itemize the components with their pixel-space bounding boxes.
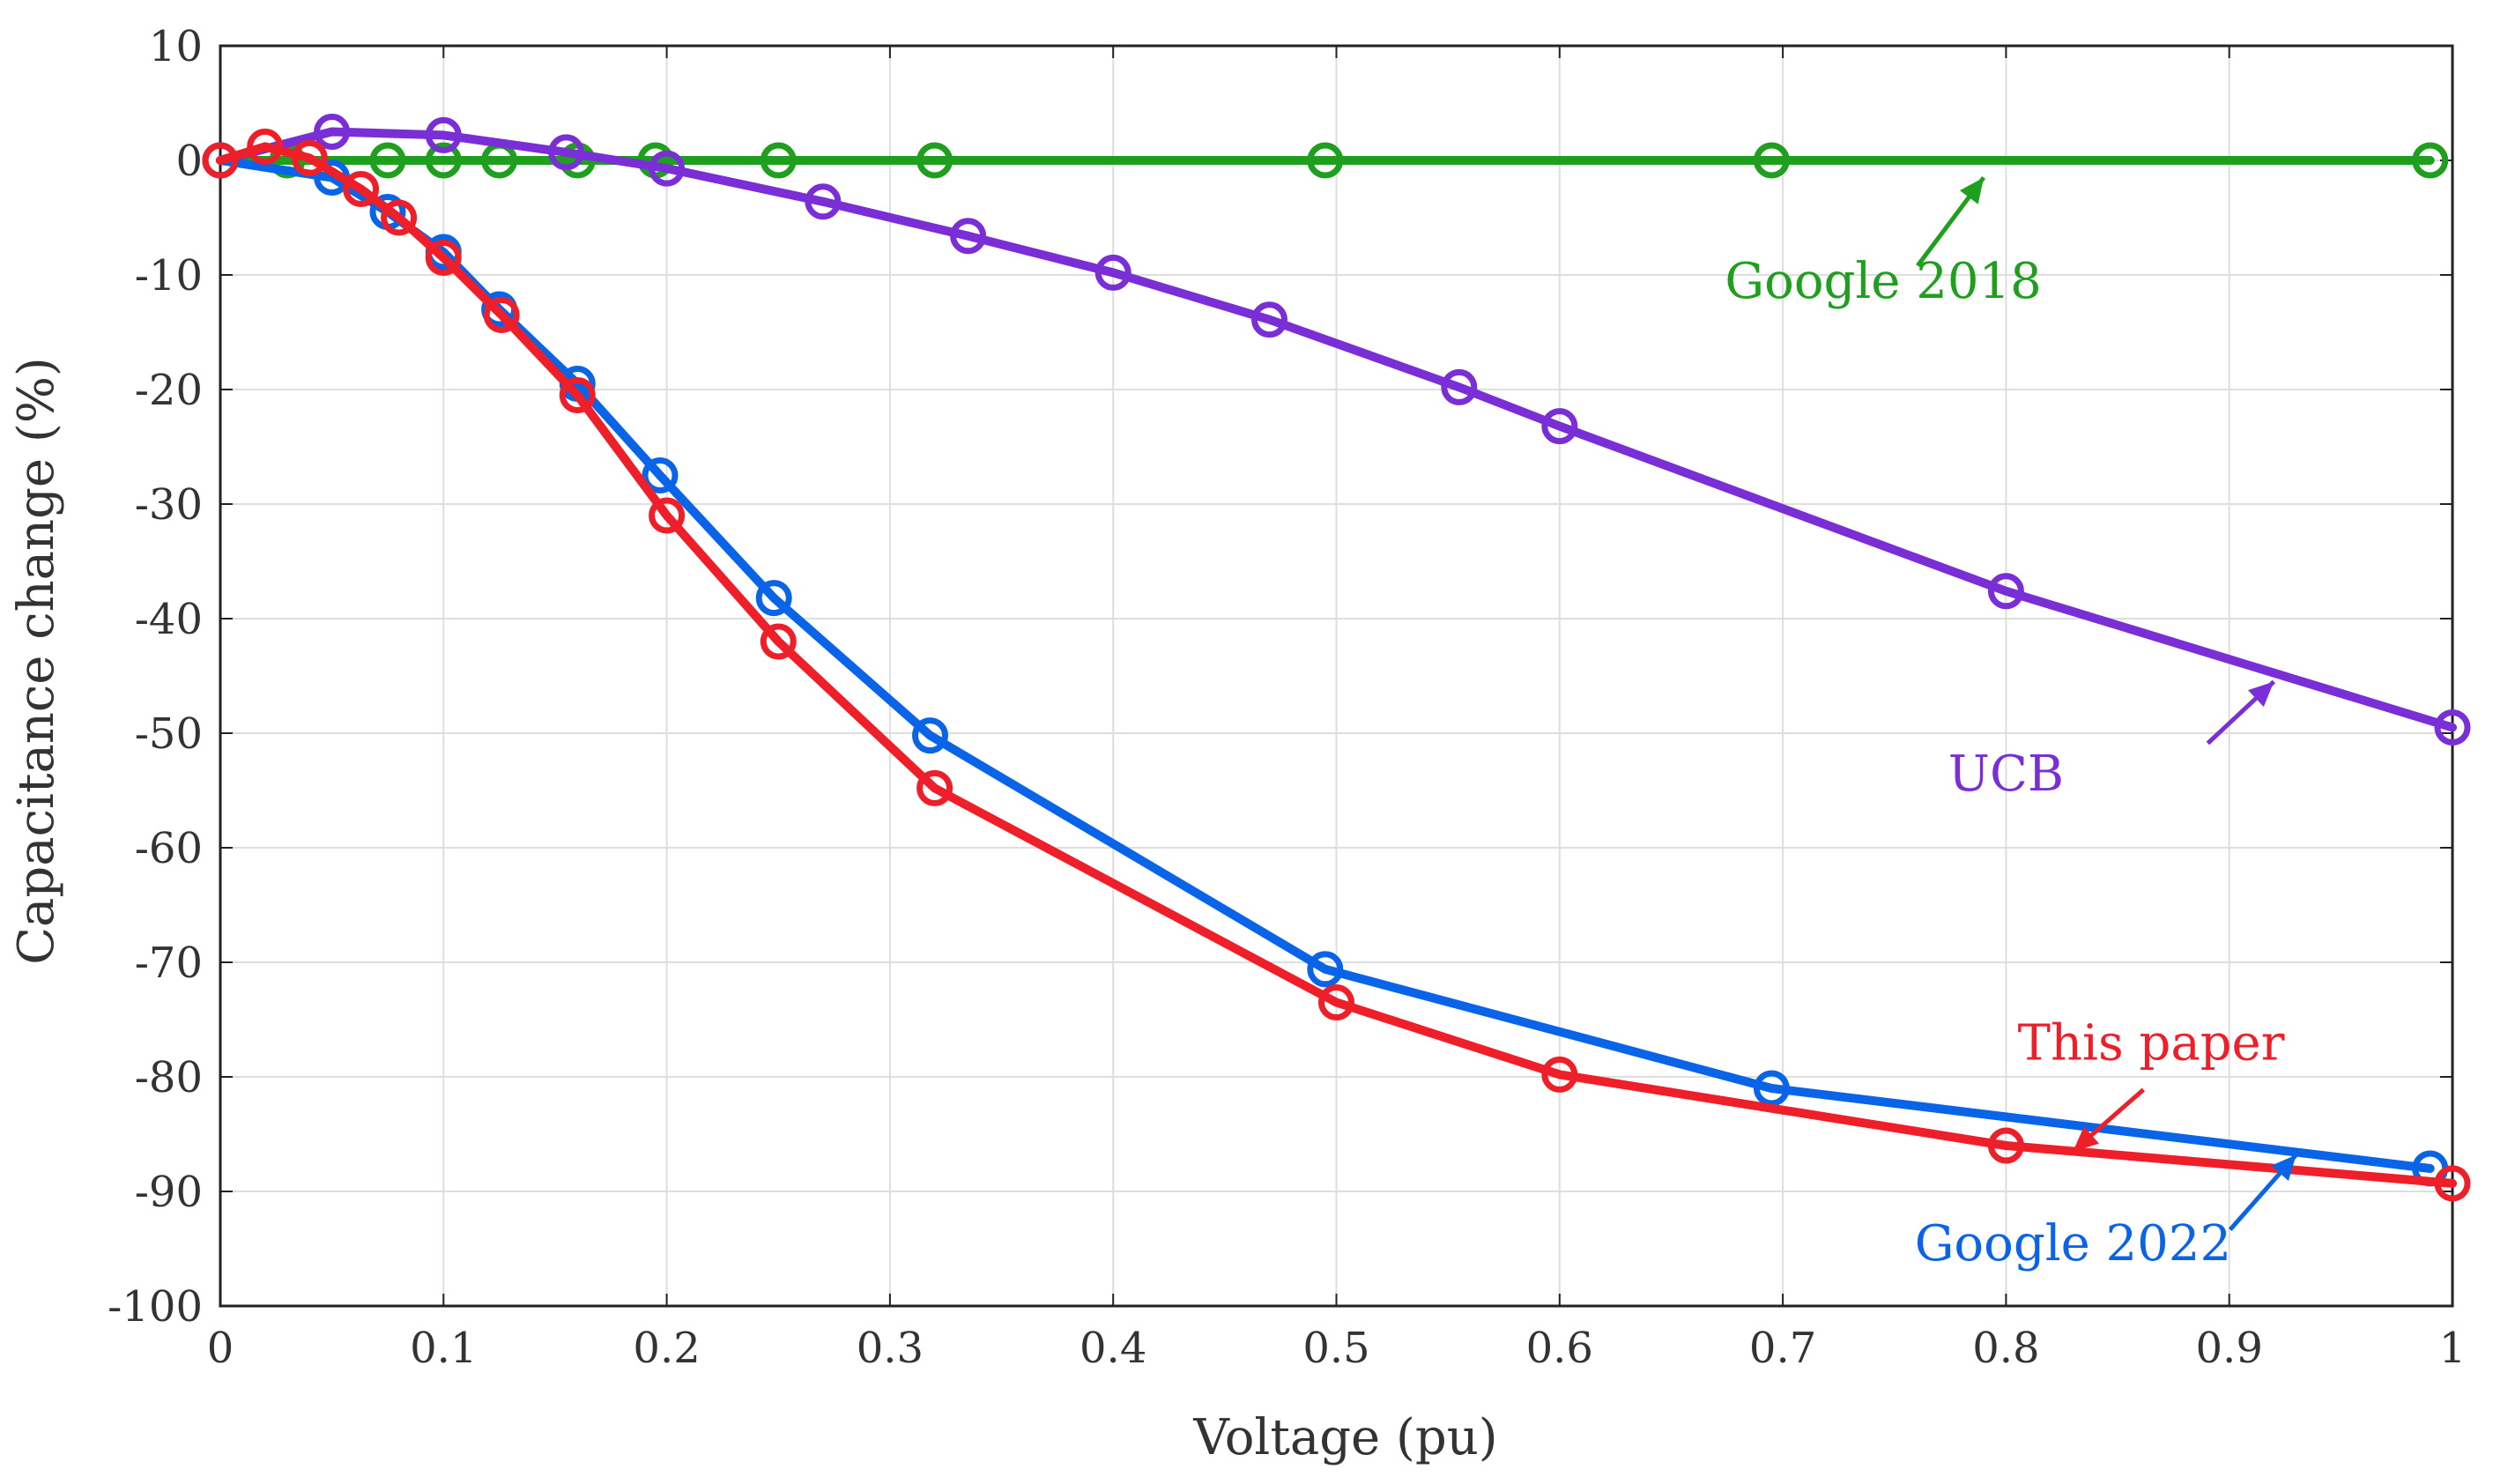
series-layer bbox=[202, 114, 2471, 1202]
y-tick-label: -80 bbox=[135, 1053, 203, 1102]
series-line-this-paper bbox=[216, 142, 2457, 1188]
x-tick-label: 0.7 bbox=[1749, 1324, 1816, 1373]
data-point-google-2018 bbox=[1753, 142, 1790, 179]
data-point-google-2018 bbox=[425, 142, 462, 179]
data-point-ucb bbox=[1541, 408, 1578, 445]
data-point-ucb bbox=[950, 218, 987, 255]
data-point-ucb bbox=[649, 150, 686, 187]
data-point-ucb bbox=[548, 134, 585, 171]
annotation-ucb: UCB bbox=[1948, 679, 2276, 803]
data-point-this-paper bbox=[381, 199, 418, 236]
data-point-this-paper bbox=[483, 297, 520, 333]
annotation-label-ucb: UCB bbox=[1948, 746, 2064, 803]
data-point-ucb bbox=[425, 116, 462, 153]
data-point-this-paper bbox=[649, 497, 686, 534]
data-point-google-2022 bbox=[1753, 1070, 1790, 1107]
data-point-ucb bbox=[1987, 573, 2024, 610]
data-point-google-2022 bbox=[755, 580, 792, 617]
data-point-google-2022 bbox=[1307, 951, 1344, 988]
x-tick-label: 0.1 bbox=[410, 1324, 477, 1373]
x-tick-label: 0.4 bbox=[1080, 1324, 1146, 1373]
annotation-label-google-2022: Google 2022 bbox=[1915, 1215, 2231, 1273]
data-point-google-2018 bbox=[369, 142, 406, 179]
data-point-this-paper bbox=[559, 377, 596, 413]
data-point-this-paper bbox=[1318, 984, 1354, 1020]
data-point-ucb bbox=[2434, 709, 2471, 746]
data-point-this-paper bbox=[2434, 1165, 2471, 1202]
series-this-paper bbox=[202, 128, 2471, 1202]
data-point-google-2018 bbox=[916, 142, 953, 179]
data-point-ucb bbox=[805, 183, 842, 220]
data-point-ucb bbox=[1251, 301, 1287, 338]
y-tick-label: -10 bbox=[135, 251, 203, 301]
data-point-google-2022 bbox=[642, 457, 679, 493]
data-point-ucb bbox=[1441, 368, 1478, 405]
data-point-this-paper bbox=[343, 171, 380, 207]
axis-ticks: 0 0.1 0.2 0.3 0.4 0.5 0.6 0.7 0.8 0.9 1 10 0 -10 -20 -3… bbox=[108, 22, 2466, 1373]
y-tick-label: -30 bbox=[135, 480, 203, 530]
x-axis-title: Voltage (pu) bbox=[1192, 1409, 1497, 1466]
annotation-google-2022: Google 2022 bbox=[1915, 1153, 2298, 1273]
x-tick-label: 0.6 bbox=[1526, 1324, 1593, 1373]
data-point-this-paper bbox=[1541, 1056, 1578, 1093]
y-tick-label: -40 bbox=[135, 595, 203, 644]
x-tick-label: 0.3 bbox=[857, 1324, 924, 1373]
y-tick-label: -20 bbox=[135, 366, 203, 415]
data-point-ucb bbox=[314, 114, 351, 150]
data-point-this-paper bbox=[291, 139, 328, 176]
y-tick-label: 10 bbox=[149, 22, 203, 71]
series-ucb bbox=[202, 114, 2471, 746]
x-tick-label: 0.2 bbox=[633, 1324, 700, 1373]
annotation-arrowhead-ucb bbox=[2248, 681, 2274, 708]
annotation-label-google-2018: Google 2018 bbox=[1725, 253, 2041, 310]
data-point-this-paper bbox=[247, 128, 284, 165]
data-point-this-paper bbox=[760, 623, 797, 660]
data-point-this-paper bbox=[425, 240, 462, 276]
annotation-arrowhead-this-paper bbox=[2073, 1126, 2099, 1152]
annotation-this-paper: This paper bbox=[2018, 1015, 2285, 1154]
annotation-arrowhead-google-2022 bbox=[2271, 1154, 2296, 1181]
data-point-this-paper bbox=[202, 142, 239, 179]
data-point-this-paper bbox=[1987, 1127, 2024, 1164]
x-tick-label: 0.5 bbox=[1302, 1324, 1369, 1373]
series-line-ucb bbox=[216, 127, 2457, 732]
annotation-arrowhead-google-2018 bbox=[1959, 177, 1985, 204]
data-point-google-2018 bbox=[1307, 142, 1344, 179]
y-tick-label: -60 bbox=[135, 824, 203, 873]
y-tick-label: -100 bbox=[108, 1282, 203, 1332]
x-tick-label: 0 bbox=[207, 1324, 234, 1373]
data-point-google-2022 bbox=[912, 717, 948, 754]
data-point-this-paper bbox=[916, 769, 953, 806]
x-tick-label: 0.8 bbox=[1972, 1324, 2039, 1373]
y-tick-label: -70 bbox=[135, 939, 203, 988]
annotation-layer: Google 2018 UCB This paper Google 2022 bbox=[1725, 176, 2298, 1273]
annotation-label-this-paper: This paper bbox=[2018, 1015, 2285, 1072]
y-tick-label: -50 bbox=[135, 709, 203, 759]
y-axis-title: Capacitance change (%) bbox=[8, 357, 65, 965]
x-tick-label: 0.9 bbox=[2196, 1324, 2263, 1373]
x-tick-label: 1 bbox=[2439, 1324, 2467, 1373]
annotation-google-2018: Google 2018 bbox=[1725, 176, 2042, 310]
y-tick-label: 0 bbox=[175, 137, 203, 186]
data-point-google-2018 bbox=[2412, 142, 2449, 179]
y-tick-label: -90 bbox=[135, 1168, 203, 1217]
data-point-google-2018 bbox=[760, 142, 797, 179]
data-point-ucb bbox=[1094, 254, 1131, 291]
